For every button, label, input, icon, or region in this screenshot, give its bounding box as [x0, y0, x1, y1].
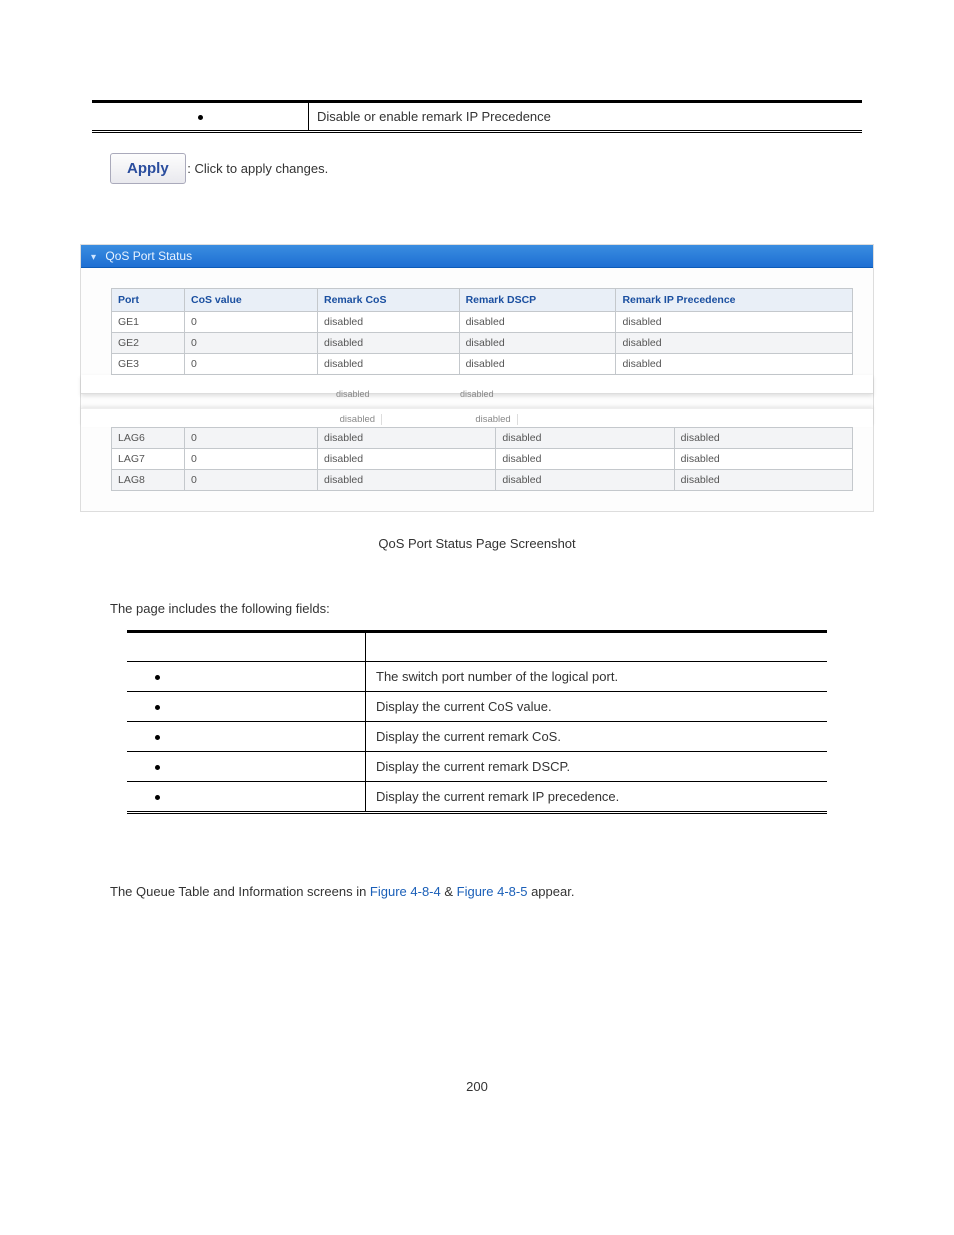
fields-header-left — [127, 632, 366, 662]
qos-panel-header: ▾ QoS Port Status — [81, 245, 873, 268]
fields-table: The switch port number of the logical po… — [127, 630, 827, 814]
table-cell: disabled — [496, 449, 674, 470]
bullet-cell — [92, 102, 309, 132]
table-row: GE20disableddisableddisabled — [112, 333, 853, 354]
figure-link-484[interactable]: Figure 4-8-4 — [370, 884, 441, 899]
qos-port-table-top: Port CoS value Remark CoS Remark DSCP Re… — [111, 288, 853, 375]
bullet-icon — [155, 705, 160, 710]
table-row: The switch port number of the logical po… — [127, 662, 827, 692]
top-definition-row: Disable or enable remark IP Precedence — [92, 100, 862, 133]
table-cell: disabled — [459, 354, 616, 375]
bullet-icon — [155, 765, 160, 770]
table-cell: disabled — [459, 312, 616, 333]
bottom-pre: The Queue Table and Information screens … — [110, 884, 370, 899]
field-desc: Display the current CoS value. — [366, 692, 828, 722]
bullet-icon — [198, 115, 203, 120]
qos-panel: ▾ QoS Port Status Port CoS value Remark … — [80, 244, 874, 512]
apply-row: Apply : Click to apply changes. — [110, 153, 904, 184]
table-cell: disabled — [318, 449, 496, 470]
field-bullet-cell — [127, 692, 366, 722]
table-row: LAG70disableddisableddisabled — [112, 449, 853, 470]
table-cell: disabled — [318, 333, 460, 354]
bottom-paragraph: The Queue Table and Information screens … — [110, 884, 904, 899]
figure-caption: QoS Port Status Page Screenshot — [50, 536, 904, 551]
table-row: GE30disableddisableddisabled — [112, 354, 853, 375]
table-cell: disabled — [496, 470, 674, 491]
table-cell: disabled — [496, 428, 674, 449]
field-desc: Display the current remark DSCP. — [366, 752, 828, 782]
field-bullet-cell — [127, 782, 366, 813]
apply-button[interactable]: Apply — [110, 153, 186, 184]
table-cell: 0 — [185, 312, 318, 333]
apply-caption: : Click to apply changes. — [187, 161, 328, 176]
tear-label: disabled — [460, 389, 494, 399]
tear-cell: disabled — [334, 414, 382, 425]
table-cell: LAG7 — [112, 449, 185, 470]
table-row: LAG80disableddisableddisabled — [112, 470, 853, 491]
top-desc: Disable or enable remark IP Precedence — [309, 102, 863, 132]
table-cell: disabled — [674, 449, 852, 470]
tear-cell: disabled — [469, 414, 517, 425]
table-cell: GE1 — [112, 312, 185, 333]
field-desc: Display the current remark CoS. — [366, 722, 828, 752]
table-cell: disabled — [616, 312, 853, 333]
chevron-down-icon: ▾ — [91, 252, 96, 263]
table-cell: disabled — [616, 333, 853, 354]
th-remark-cos: Remark CoS — [318, 289, 460, 312]
field-desc: The switch port number of the logical po… — [366, 662, 828, 692]
bottom-amp: & — [441, 884, 457, 899]
table-cell: 0 — [185, 470, 318, 491]
table-cell: 0 — [185, 354, 318, 375]
bullet-icon — [155, 675, 160, 680]
table-row: Display the current remark IP precedence… — [127, 782, 827, 813]
tear-label: disabled — [336, 389, 370, 399]
body-paragraph: The page includes the following fields: — [110, 601, 904, 616]
table-cell: disabled — [616, 354, 853, 375]
table-row: Display the current CoS value. — [127, 692, 827, 722]
field-bullet-cell — [127, 662, 366, 692]
table-cell: disabled — [318, 470, 496, 491]
table-cell: 0 — [185, 333, 318, 354]
th-port: Port — [112, 289, 185, 312]
qos-panel-title: QoS Port Status — [105, 249, 192, 263]
qos-port-table-bottom: LAG60disableddisableddisabledLAG70disabl… — [111, 427, 853, 491]
table-cell: 0 — [185, 428, 318, 449]
torn-separator: disabled disabled disabled disabled — [81, 375, 873, 427]
table-cell: disabled — [459, 333, 616, 354]
table-cell: disabled — [318, 312, 460, 333]
th-cos: CoS value — [185, 289, 318, 312]
bullet-icon — [155, 735, 160, 740]
th-remark-ip: Remark IP Precedence — [616, 289, 853, 312]
fields-header-right — [366, 632, 828, 662]
table-cell: disabled — [318, 354, 460, 375]
table-row: LAG60disableddisableddisabled — [112, 428, 853, 449]
table-row: Display the current remark CoS. — [127, 722, 827, 752]
bottom-post: appear. — [527, 884, 574, 899]
field-bullet-cell — [127, 752, 366, 782]
table-cell: LAG8 — [112, 470, 185, 491]
bullet-icon — [155, 795, 160, 800]
table-row: GE10disableddisableddisabled — [112, 312, 853, 333]
table-cell: GE2 — [112, 333, 185, 354]
field-desc: Display the current remark IP precedence… — [366, 782, 828, 813]
table-row: Display the current remark DSCP. — [127, 752, 827, 782]
table-cell: disabled — [674, 428, 852, 449]
th-remark-dscp: Remark DSCP — [459, 289, 616, 312]
figure-link-485[interactable]: Figure 4-8-5 — [457, 884, 528, 899]
table-cell: 0 — [185, 449, 318, 470]
table-cell: disabled — [674, 470, 852, 491]
table-cell: disabled — [318, 428, 496, 449]
field-bullet-cell — [127, 722, 366, 752]
page-number: 200 — [50, 1079, 904, 1094]
table-cell: LAG6 — [112, 428, 185, 449]
table-cell: GE3 — [112, 354, 185, 375]
